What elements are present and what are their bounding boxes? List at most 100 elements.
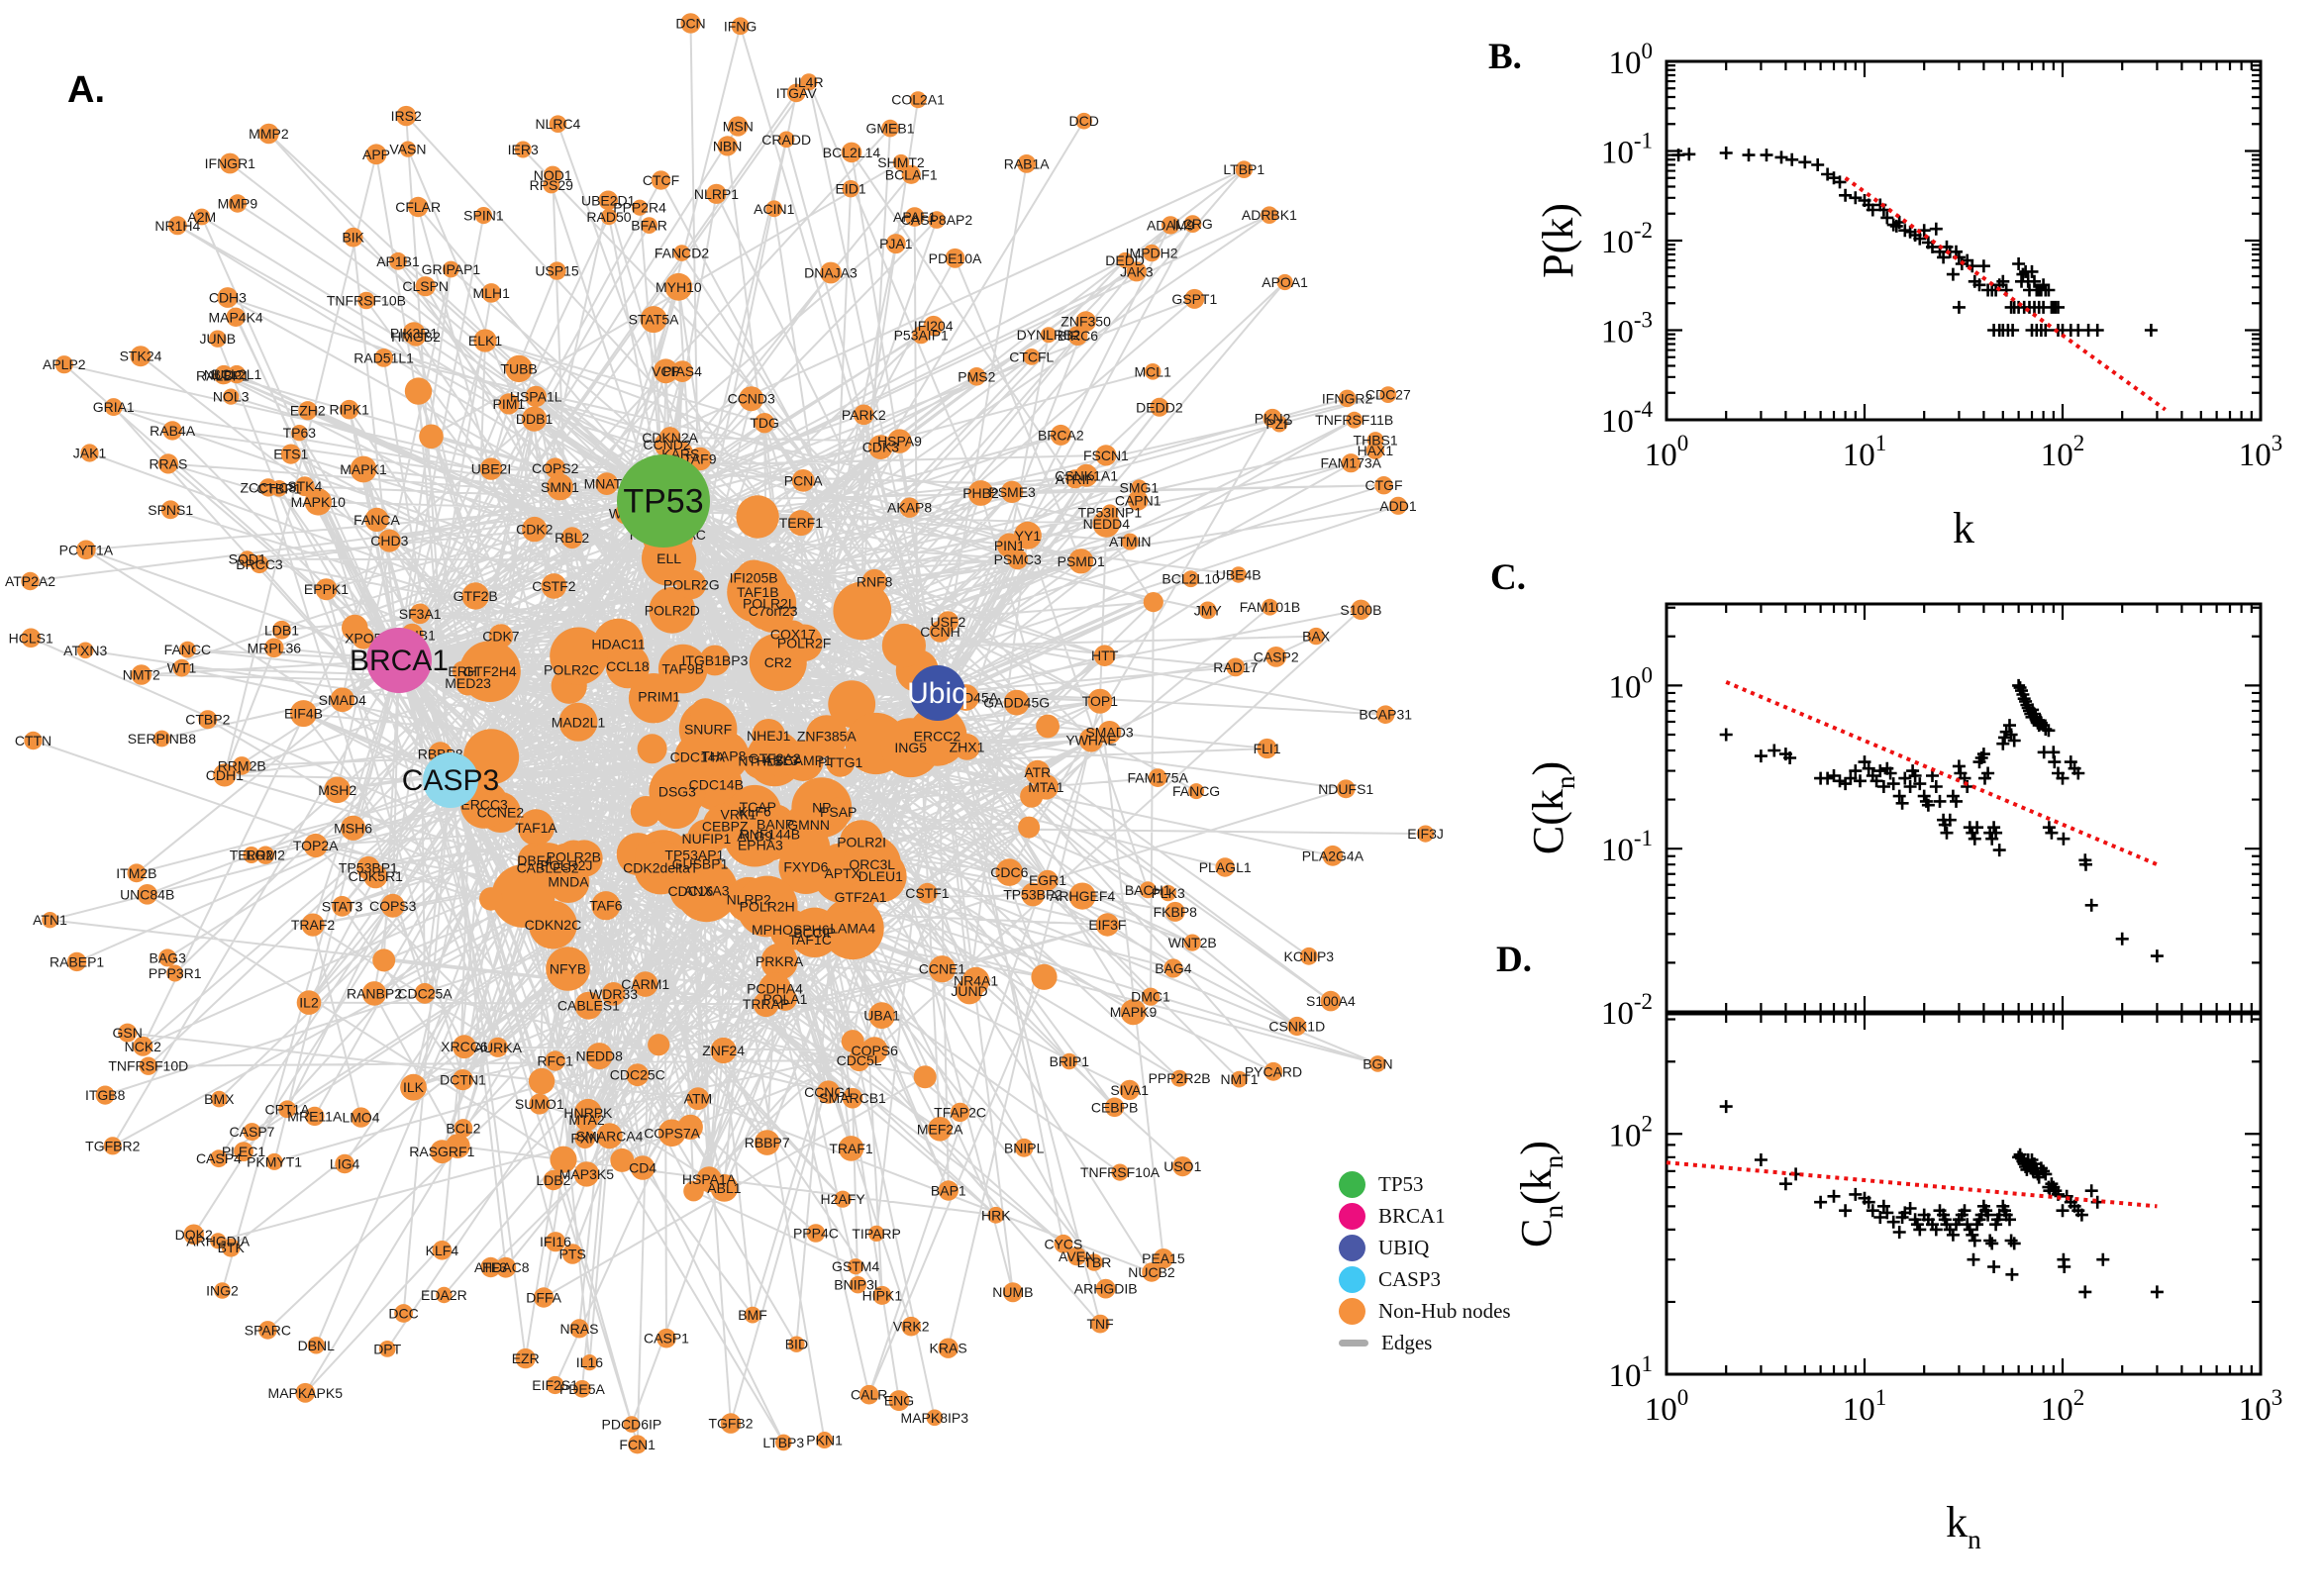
node-label: NRAS: [560, 1321, 599, 1337]
node-label: EIF3J: [1407, 826, 1444, 842]
node-label: ATF3: [474, 1259, 507, 1275]
node-label: TP53BP2: [1003, 887, 1062, 903]
network-node: [1085, 1253, 1103, 1271]
network-node: [1141, 987, 1161, 1006]
network-node: [901, 164, 921, 184]
network-node: [1021, 882, 1046, 907]
node-label: AURKA: [474, 1040, 523, 1055]
legend-item-label: CASP3: [1378, 1266, 1442, 1291]
node-label: FANCD2: [655, 246, 709, 261]
node-label: ITGB8: [85, 1087, 126, 1103]
plot-frame: [1665, 1012, 2263, 1376]
network-node: [640, 306, 667, 334]
node-label: MRPL36: [248, 640, 302, 655]
node-label: MAPK8IP3: [901, 1410, 969, 1426]
network-node: [1346, 411, 1364, 429]
node-label: LDB1: [264, 622, 299, 638]
node-label: CCNE2: [477, 805, 525, 821]
network-node: [374, 349, 393, 367]
node-label: RBBP7: [745, 1135, 790, 1150]
node-label: TP63: [283, 425, 317, 441]
legend-item-label: TP53: [1378, 1171, 1424, 1196]
node-label: PLEC1: [222, 1144, 266, 1159]
node-label: HRK: [981, 1207, 1011, 1223]
network-node: [1101, 504, 1119, 521]
network-node: [305, 1106, 325, 1127]
network-node: [1261, 206, 1278, 224]
node-label: BMX: [204, 1091, 235, 1107]
node-label: WT1: [167, 660, 197, 676]
node-label: EZR: [512, 1350, 540, 1366]
network-node: [1320, 990, 1342, 1012]
network-node: [769, 909, 812, 951]
network-node: [821, 897, 884, 960]
node-label: TERF1: [779, 515, 824, 531]
node-label: IFNG: [724, 18, 757, 34]
network-node: [549, 115, 567, 133]
node-label: POLR2L: [743, 596, 796, 612]
legend-item: Non-Hub nodes: [1339, 1295, 1511, 1327]
node-label: BCLAF1: [885, 166, 938, 182]
node-label: HDAC11: [591, 636, 645, 651]
network-node: [954, 734, 980, 760]
network-node: [214, 1282, 231, 1299]
network-node: [1067, 1247, 1086, 1266]
node-label: IL2: [299, 995, 319, 1011]
node-label: JUND: [951, 983, 987, 999]
node-label: ZNF24: [702, 1043, 745, 1058]
x-tick-label: 102: [2041, 431, 2085, 473]
node-label: CAPN1: [1115, 492, 1162, 508]
network-node: [1117, 251, 1134, 268]
node-label: WNT2B: [1168, 935, 1217, 950]
network-node: [172, 658, 191, 677]
node-label: RANBP2: [347, 985, 402, 1001]
node-label: PDCD6IP: [602, 1417, 662, 1433]
node-label: CCND3: [728, 391, 775, 407]
network-node: [574, 991, 603, 1020]
node-label: FAM101B: [1240, 599, 1300, 615]
node-label: PTTG1: [818, 754, 862, 770]
node-label: TCAP: [740, 799, 776, 815]
node-label: ATRIP: [1056, 471, 1095, 487]
node-label: KLF6: [738, 804, 771, 820]
node-label: GRIPAP1: [422, 261, 481, 277]
node-label: PLA2G4A: [1302, 848, 1364, 863]
node-label: IL2RG: [1172, 216, 1212, 232]
network-node: [505, 354, 533, 383]
node-label: VASN: [389, 142, 426, 157]
network-node: [1054, 1234, 1073, 1253]
network-node: [214, 366, 232, 385]
node-label: ADAM9: [1147, 217, 1194, 233]
node-label: EZH2: [290, 403, 326, 419]
node-label: MYH10: [656, 279, 702, 295]
network-node: [219, 152, 241, 174]
network-node: [1270, 415, 1288, 433]
network-node: [775, 1434, 792, 1451]
network-node: [42, 912, 58, 929]
network-node: [585, 1043, 613, 1070]
network-node: [1020, 784, 1044, 808]
x-axis-label: kn: [1946, 1498, 1981, 1554]
node-label: MTA2: [568, 1112, 605, 1128]
node-label: CDC25A: [397, 985, 453, 1001]
node-label: A2M: [187, 209, 216, 225]
network-node: [223, 388, 240, 405]
node-label: FANCC: [164, 642, 211, 657]
network-node: [904, 207, 925, 227]
network-node: [394, 1304, 413, 1323]
panel-b-plot: 100 101 102 103 100 10-1 10-2 10-3 10-4 k P(k): [1534, 39, 2282, 552]
network-node: [66, 951, 87, 972]
node-label: DOK2: [175, 1227, 213, 1243]
node-label: POLR2H: [740, 899, 795, 915]
node-label: COPS6: [851, 1043, 898, 1058]
node-label: IFI205B: [730, 570, 778, 586]
node-label: IRS2: [391, 108, 422, 124]
node-label: XRCC6: [441, 1039, 488, 1054]
network-node: [1164, 901, 1185, 922]
node-label: CDK5R1: [349, 868, 403, 884]
node-label: PRIM1: [638, 689, 680, 705]
network-node: [1182, 570, 1199, 588]
node-label: DYNLRB2: [1017, 327, 1081, 343]
network-node: [1144, 363, 1162, 380]
legend-item-label: Edges: [1381, 1330, 1433, 1354]
